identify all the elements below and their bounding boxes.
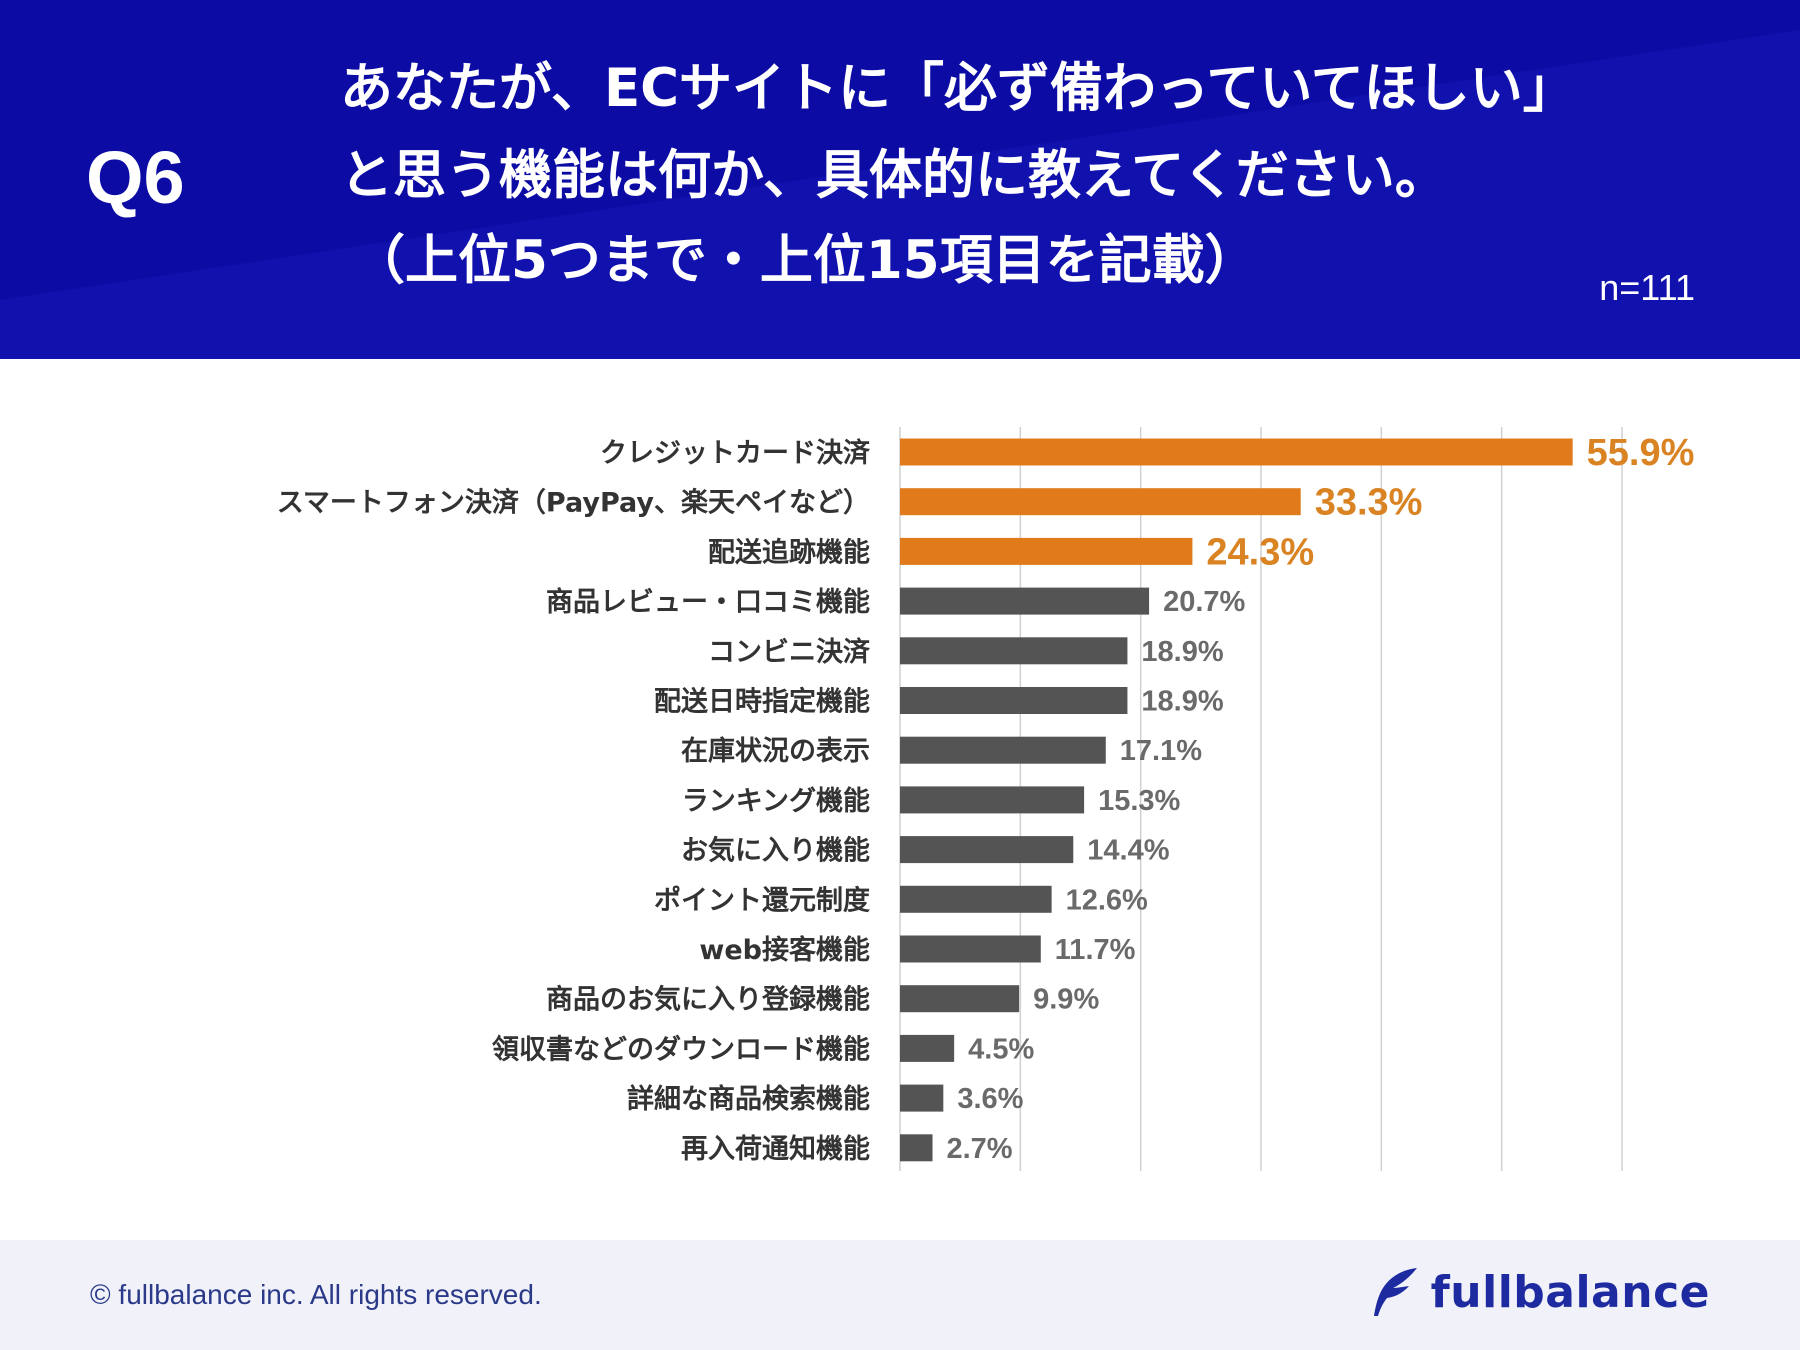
brand-logo: fullbalance: [1369, 1262, 1710, 1322]
bar: [900, 687, 1128, 714]
data-label: 3.6%: [957, 1083, 1023, 1115]
category-label: クレジットカード決済: [600, 437, 871, 469]
category-label: コンビニ決済: [708, 636, 871, 668]
category-label: 商品のお気に入り登録機能: [546, 984, 870, 1016]
bar: [900, 488, 1301, 516]
feather-icon: [1373, 1268, 1417, 1316]
data-label: 11.7%: [1055, 934, 1136, 966]
data-label: 12.6%: [1066, 884, 1148, 916]
data-label: 18.9%: [1141, 686, 1223, 718]
bar: [900, 935, 1041, 963]
bar: [900, 836, 1074, 864]
data-label: 24.3%: [1206, 531, 1314, 573]
bar: [900, 1034, 955, 1062]
category-label: お気に入り機能: [681, 835, 870, 867]
question-line-1: あなたが、ECサイトに「必ず備わっていてほしい」: [340, 58, 1576, 119]
brand-name: fullbalance: [1430, 1266, 1710, 1318]
category-label: ポイント還元制度: [654, 884, 870, 916]
data-label: 55.9%: [1587, 432, 1695, 474]
question-line-2: と思う機能は何か、具体的に教えてください。: [340, 145, 1448, 206]
data-label: 33.3%: [1315, 482, 1423, 524]
data-label: 17.1%: [1120, 735, 1202, 767]
bar: [900, 637, 1128, 665]
category-label: ランキング機能: [682, 785, 870, 817]
bar: [900, 885, 1052, 913]
data-label: 4.5%: [968, 1033, 1034, 1065]
bar: [900, 985, 1020, 1013]
data-label: 9.9%: [1033, 984, 1099, 1016]
bar: [900, 1084, 944, 1112]
category-label: 商品レビュー・口コミ機能: [546, 586, 870, 618]
header-decoration: [0, 30, 1800, 359]
category-label: 配送日時指定機能: [654, 686, 870, 718]
category-label: スマートフォン決済（PayPay、楽天ペイなど）: [277, 487, 870, 519]
data-label: 14.4%: [1087, 835, 1169, 867]
category-label: 詳細な商品検索機能: [627, 1083, 870, 1115]
data-label: 2.7%: [946, 1133, 1012, 1165]
bar-chart: クレジットカード決済 55.9% スマートフォン決済（PayPay、楽天ペイなど） 3…: [0, 359, 1800, 1239]
sample-size: n=111: [1599, 267, 1695, 308]
bar: [900, 736, 1106, 764]
category-label: web接客機能: [699, 934, 870, 966]
category-label: 領収書などのダウンロード機能: [492, 1033, 870, 1065]
category-label: 再入荷通知機能: [681, 1133, 870, 1165]
category-label: 在庫状況の表示: [681, 736, 870, 767]
question-number: Q6: [86, 136, 185, 219]
bar: [900, 587, 1150, 615]
data-label: 15.3%: [1098, 785, 1180, 817]
bar: [900, 1134, 933, 1162]
bar-chart-svg: クレジットカード決済 55.9% スマートフォン決済（PayPay、楽天ペイなど） 3…: [277, 427, 1695, 1171]
category-label: 配送追跡機能: [708, 536, 870, 568]
bar: [900, 537, 1193, 565]
footer: © fullbalance inc. All rights reserved. …: [0, 1240, 1800, 1350]
question-line-3: （上位5つまで・上位15項目を記載）: [352, 230, 1258, 291]
bar: [900, 438, 1573, 466]
bar: [900, 786, 1085, 814]
data-label: 18.9%: [1141, 636, 1223, 668]
copyright-text: © fullbalance inc. All rights reserved.: [90, 1279, 542, 1310]
header-banner: Q6 あなたが、ECサイトに「必ず備わっていてほしい」 と思う機能は何か、具体的…: [0, 0, 1800, 359]
data-label: 20.7%: [1163, 586, 1245, 618]
